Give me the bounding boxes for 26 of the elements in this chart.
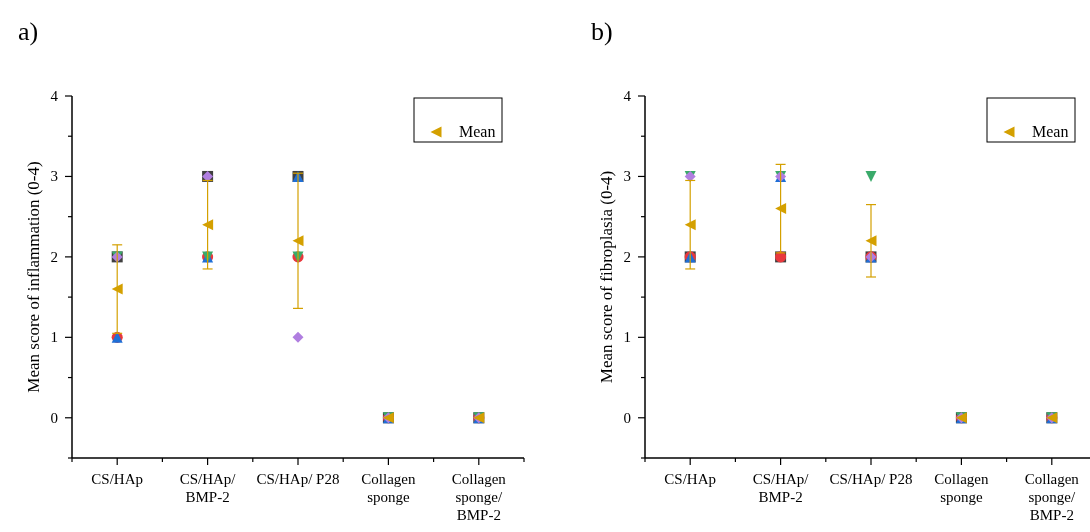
y-tick-label: 4: [50, 88, 59, 104]
legend-label: Mean: [459, 123, 496, 140]
chart-title: b): [591, 17, 613, 46]
y-tick-label: 2: [623, 248, 631, 265]
legend-label: Mean: [1032, 123, 1069, 140]
y-tick-label: 0: [50, 409, 58, 426]
x-tick-label: CS/HAp: [664, 471, 717, 487]
y-axis-title: Mean score of inflammation (0-4): [24, 161, 43, 393]
y-tick-label: 1: [623, 329, 631, 346]
x-tick-label: CS/HAp: [91, 471, 144, 487]
x-tick-label: CS/HAp/ BMP-2: [752, 471, 810, 505]
y-tick-label: 3: [50, 168, 58, 185]
x-tick-label: CS/HAp/ BMP-2: [179, 471, 237, 505]
y-tick-label: 2: [50, 248, 58, 265]
x-tick-label: Collagen sponge: [361, 471, 416, 505]
x-tick-label: CS/HAp/ P28: [829, 471, 913, 487]
y-tick-label: 0: [623, 409, 631, 426]
x-tick-label: CS/HAp/ P28: [256, 471, 340, 487]
x-tick-label: Collagen sponge/ BMP-2: [1024, 471, 1080, 523]
y-tick-label: 4: [623, 88, 632, 104]
y-axis-title: Mean score of fibroplasia (0-4): [597, 170, 616, 384]
y-tick-label: 3: [623, 168, 631, 185]
y-tick-label: 1: [50, 329, 58, 346]
x-tick-label: Collagen sponge: [934, 471, 989, 505]
x-tick-label: Collagen sponge/ BMP-2: [451, 471, 507, 523]
chart-title: a): [18, 17, 39, 46]
